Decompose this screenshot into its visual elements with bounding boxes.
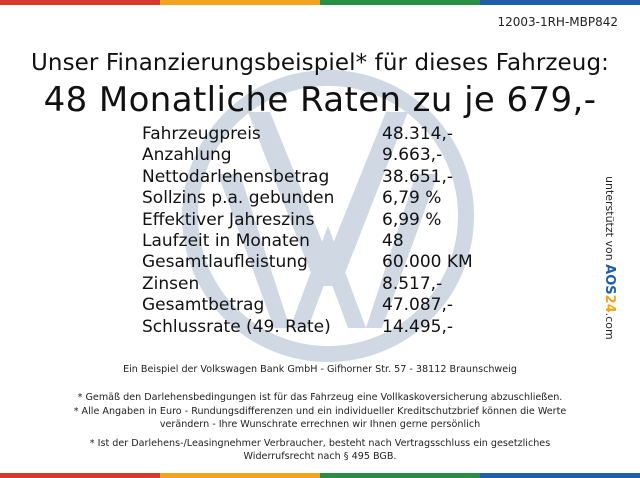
row-label: Gesamtbetrag — [142, 295, 265, 316]
row-label: Effektiver Jahreszins — [142, 209, 315, 230]
vw-logo-watermark — [182, 70, 474, 362]
row-value: 6,99 % — [382, 209, 442, 230]
footnote-withdrawal-line2: Widerrufsrecht nach § 495 BGB. — [243, 451, 397, 462]
row-value: 6,79 % — [382, 188, 442, 209]
footnote-amounts-line1: * Alle Angaben in Euro - Rundungsdiffere… — [73, 406, 567, 417]
row-value: 47.087,- — [382, 295, 454, 316]
bottom-color-bar — [0, 473, 640, 478]
row-label: Zinsen — [142, 273, 200, 294]
footnote-amounts-line2: verändern - Ihre Wunschrate errechnen wi… — [159, 419, 481, 430]
row-label: Gesamtlaufleistung — [142, 252, 308, 273]
bank-note: Ein Beispiel der Volkswagen Bank GmbH - … — [123, 364, 517, 375]
row-value: 8.517,- — [382, 273, 443, 294]
row-label: Schlussrate (49. Rate) — [142, 316, 331, 337]
row-value: 48.314,- — [382, 124, 454, 144]
bar-segment-green — [320, 473, 480, 478]
sponsor-credit: unterstützt von AOS24.com — [602, 176, 630, 352]
footnote-insurance: * Gemäß den Darlehensbedingungen ist für… — [77, 392, 563, 403]
row-label: Laufzeit in Monaten — [142, 230, 310, 251]
row-value: 38.651,- — [382, 166, 454, 187]
row-value: 60.000 KM — [382, 252, 473, 273]
row-label: Fahrzeugpreis — [142, 124, 261, 144]
sponsor-suffix: .com — [603, 312, 616, 340]
sponsor-brand-24: 24 — [602, 294, 617, 313]
bar-segment-orange — [160, 0, 320, 5]
row-label: Sollzins p.a. gebunden — [142, 188, 335, 209]
bar-segment-blue — [480, 0, 640, 5]
sponsor-prefix: unterstützt von — [603, 176, 616, 261]
top-color-bar — [0, 0, 640, 5]
footnote-withdrawal-line1: * Ist der Darlehens-/Leasingnehmer Verbr… — [89, 438, 551, 449]
sponsor-brand-aos: AOS — [602, 264, 617, 295]
headline: Unser Finanzierungsbeispiel* für dieses … — [30, 50, 610, 76]
reference-number: 12003-1RH-MBP842 — [497, 15, 618, 29]
bar-segment-blue — [480, 473, 640, 478]
row-value: 48 — [382, 230, 404, 251]
bar-segment-red — [0, 0, 160, 5]
row-value: 14.495,- — [382, 316, 454, 337]
bar-segment-green — [320, 0, 480, 5]
monthly-rate-headline: 48 Monatliche Raten zu je 679,- — [43, 80, 597, 120]
sponsor-credit-text: unterstützt von AOS24.com — [602, 176, 617, 340]
row-label: Anzahlung — [142, 145, 232, 166]
bar-segment-red — [0, 473, 160, 478]
bar-segment-orange — [160, 473, 320, 478]
row-label: Nettodarlehensbetrag — [142, 166, 330, 187]
row-value: 9.663,- — [382, 145, 443, 166]
